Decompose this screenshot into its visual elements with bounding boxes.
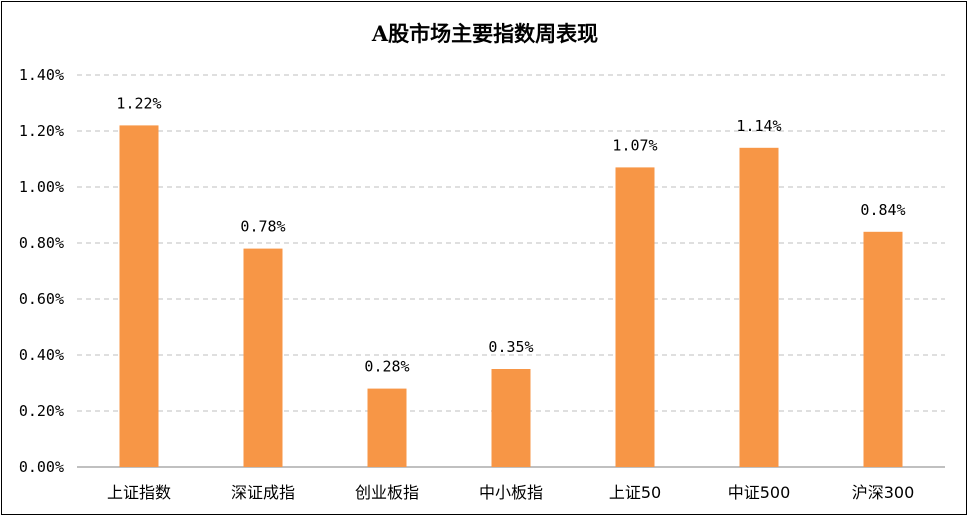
bar — [615, 167, 655, 467]
y-tick-label: 0.40% — [19, 346, 64, 364]
bar — [863, 231, 903, 467]
x-tick-label: 深证成指 — [231, 483, 295, 502]
x-tick-label: 上证50 — [609, 483, 661, 502]
data-label: 0.84% — [860, 201, 905, 219]
x-tick-label: 上证指数 — [107, 483, 171, 502]
data-label: 0.78% — [240, 218, 285, 236]
bar — [491, 369, 531, 467]
x-tick-label: 中证500 — [728, 483, 791, 502]
y-tick-label: 0.80% — [19, 234, 64, 252]
data-label: 0.35% — [488, 338, 533, 356]
y-tick-label: 1.20% — [19, 122, 64, 140]
x-tick-label: 中小板指 — [479, 483, 543, 502]
bar — [119, 125, 159, 468]
y-tick-label: 1.00% — [19, 178, 64, 196]
bar — [243, 248, 283, 467]
data-label: 0.28% — [364, 358, 409, 376]
data-label: 1.22% — [116, 94, 161, 112]
bar — [739, 147, 779, 468]
y-tick-label: 0.60% — [19, 290, 64, 308]
chart-title: A股市场主要指数周表现 — [371, 21, 599, 46]
y-tick-label: 1.40% — [19, 66, 64, 84]
data-label: 1.07% — [612, 136, 657, 154]
x-tick-label: 创业板指 — [355, 483, 419, 502]
x-tick-label: 沪深300 — [852, 483, 915, 502]
bar — [367, 388, 407, 467]
y-tick-label: 0.20% — [19, 402, 64, 420]
data-label: 1.14% — [736, 117, 781, 135]
y-tick-label: 0.00% — [19, 458, 64, 476]
